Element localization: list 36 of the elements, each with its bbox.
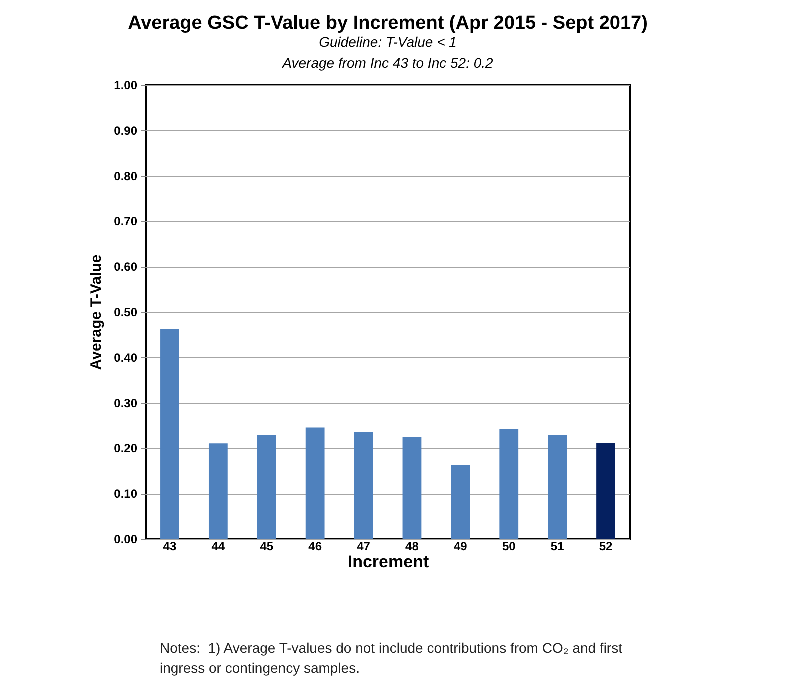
bar — [500, 429, 519, 539]
bar — [548, 435, 568, 539]
x-tick-label: 51 — [550, 540, 565, 554]
x-tick-label: 50 — [502, 540, 516, 554]
y-tick-label: 0.60 — [114, 260, 138, 274]
bar — [160, 329, 180, 539]
x-tick-label: 44 — [212, 540, 226, 554]
y-tick-label: 0.40 — [114, 350, 138, 365]
y-tick-label: 1.00 — [114, 78, 138, 92]
bar — [596, 443, 616, 539]
y-tick-label: 0.20 — [114, 442, 138, 456]
y-axis-title: Average T-Value — [88, 254, 106, 370]
x-tick-label: 49 — [454, 540, 468, 554]
bar — [257, 435, 276, 539]
y-tick-label: 0.10 — [114, 487, 138, 502]
x-tick-label: 46 — [308, 540, 322, 554]
x-axis-title: Increment — [348, 552, 430, 572]
y-tick-label: 0.00 — [114, 532, 138, 546]
x-tick-label: 52 — [599, 540, 614, 554]
y-tick-label: 0.50 — [114, 306, 138, 320]
x-tick-label: 45 — [260, 540, 274, 554]
x-tick-label: 48 — [406, 540, 420, 554]
bar — [451, 465, 470, 539]
bar — [402, 437, 422, 539]
y-tick-label: 0.90 — [114, 124, 138, 138]
text: Notes: 1) Average T-values do not include contributions from CO₂ and first ingress or contingency samples. — [160, 639, 624, 678]
bar — [354, 432, 374, 539]
chart-subtitle: Guideline: T-Value < 1 Average from Inc 43 to Inc 52: 0.2 — [282, 34, 494, 71]
chart-title: Average GSC T-Value by Increment (Apr 2015 - Sept 2017) — [128, 13, 648, 34]
y-tick-label: 0.30 — [114, 396, 138, 410]
x-tick-label: 47 — [357, 540, 371, 554]
x-tick-label: 43 — [163, 540, 177, 554]
bar — [208, 444, 228, 539]
bar — [306, 428, 325, 539]
y-tick-label: 0.80 — [114, 169, 138, 184]
y-tick-label: 0.70 — [114, 214, 138, 229]
